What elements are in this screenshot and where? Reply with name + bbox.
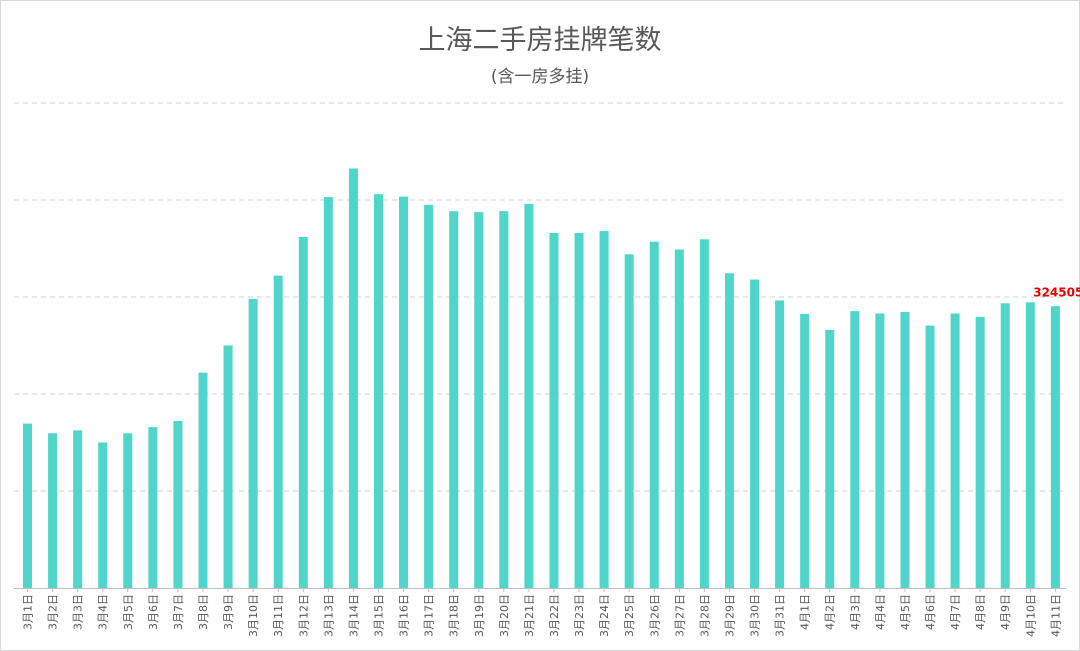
bar bbox=[1025, 302, 1035, 588]
x-tick-label: 4月8日 bbox=[974, 594, 987, 630]
bar bbox=[825, 329, 835, 588]
x-tick-label: 3月3日 bbox=[72, 594, 85, 630]
bar bbox=[399, 196, 409, 589]
bar bbox=[73, 430, 83, 588]
bar bbox=[549, 232, 559, 589]
x-tick-label: 4月5日 bbox=[899, 594, 912, 630]
bar bbox=[674, 249, 684, 588]
x-tick-label: 3月1日 bbox=[22, 594, 35, 630]
bar bbox=[248, 298, 258, 588]
bar bbox=[800, 313, 810, 588]
bar bbox=[98, 442, 108, 588]
x-tick-label: 3月5日 bbox=[122, 594, 135, 630]
bar bbox=[148, 427, 158, 588]
x-tick-label: 3月13日 bbox=[322, 594, 335, 637]
bar bbox=[474, 212, 484, 588]
bar bbox=[424, 204, 434, 588]
bar bbox=[348, 168, 358, 588]
x-tick-label: 3月24日 bbox=[598, 594, 611, 637]
x-tick-label: 3月15日 bbox=[372, 594, 385, 637]
x-tick-label: 3月23日 bbox=[573, 594, 586, 637]
bar bbox=[574, 232, 584, 589]
chart-subtitle: (含一房多挂) bbox=[490, 67, 590, 87]
bar bbox=[649, 241, 659, 588]
bar bbox=[449, 211, 459, 588]
x-tick-label: 3月20日 bbox=[498, 594, 511, 637]
x-tick-label: 3月22日 bbox=[548, 594, 561, 637]
bar bbox=[599, 231, 609, 589]
x-tick-label: 3月19日 bbox=[473, 594, 486, 637]
x-tick-label: 4月10日 bbox=[1024, 594, 1037, 637]
x-tick-label: 3月10日 bbox=[247, 594, 260, 637]
x-tick-label: 3月11日 bbox=[272, 594, 285, 637]
bar bbox=[23, 423, 32, 588]
x-tick-label: 4月6日 bbox=[924, 594, 937, 630]
x-tick-label: 4月9日 bbox=[999, 594, 1012, 630]
bar bbox=[123, 433, 133, 588]
x-tick-label: 3月29日 bbox=[723, 594, 736, 637]
bar bbox=[750, 279, 760, 588]
x-tick-label: 3月16日 bbox=[398, 594, 411, 637]
x-tick-label: 3月31日 bbox=[774, 594, 787, 637]
x-tick-label: 3月27日 bbox=[673, 594, 686, 637]
x-tick-label: 3月2日 bbox=[47, 594, 60, 630]
bar bbox=[975, 316, 985, 588]
bar bbox=[1000, 303, 1010, 588]
bar bbox=[198, 372, 208, 588]
bar bbox=[524, 203, 534, 588]
x-tick-label: 4月11日 bbox=[1049, 594, 1062, 637]
bar bbox=[499, 211, 509, 588]
x-tick-label: 3月6日 bbox=[147, 594, 160, 630]
x-tick-label: 3月21日 bbox=[523, 594, 536, 637]
x-tick-label: 3月26日 bbox=[648, 594, 661, 637]
bar bbox=[775, 300, 785, 588]
x-tick-label: 3月12日 bbox=[297, 594, 310, 637]
bar bbox=[699, 239, 709, 588]
x-tick-label: 4月3日 bbox=[849, 594, 862, 630]
bar bbox=[273, 275, 283, 588]
x-tick-label: 4月2日 bbox=[824, 594, 837, 630]
data-label: 324505 bbox=[1033, 285, 1080, 299]
bar bbox=[850, 311, 860, 588]
bar bbox=[1050, 306, 1060, 588]
x-tick-label: 3月18日 bbox=[448, 594, 461, 637]
bar bbox=[298, 236, 308, 589]
bar bbox=[223, 345, 233, 588]
x-tick-label: 3月8日 bbox=[197, 594, 210, 630]
x-tick-label: 3月30日 bbox=[749, 594, 762, 637]
bar bbox=[925, 325, 935, 588]
x-tick-label: 4月4日 bbox=[874, 594, 887, 630]
chart-title: 上海二手房挂牌笔数 bbox=[418, 25, 662, 56]
bar bbox=[323, 197, 333, 588]
bar bbox=[724, 273, 734, 588]
x-tick-label: 3月7日 bbox=[172, 594, 185, 630]
x-tick-label: 3月14日 bbox=[347, 594, 360, 637]
x-tick-label: 3月28日 bbox=[698, 594, 711, 637]
x-tick-label: 3月17日 bbox=[423, 594, 436, 637]
bar bbox=[173, 420, 183, 588]
x-tick-label: 3月25日 bbox=[623, 594, 636, 637]
x-tick-label: 4月1日 bbox=[799, 594, 812, 630]
bar bbox=[48, 433, 58, 588]
bar bbox=[875, 313, 885, 588]
x-tick-label: 3月9日 bbox=[222, 594, 235, 630]
bar bbox=[373, 194, 383, 588]
x-tick-label: 3月4日 bbox=[97, 594, 110, 630]
bar bbox=[624, 254, 634, 588]
bar bbox=[900, 312, 910, 588]
bar bbox=[950, 313, 960, 588]
x-tick-label: 4月7日 bbox=[949, 594, 962, 630]
